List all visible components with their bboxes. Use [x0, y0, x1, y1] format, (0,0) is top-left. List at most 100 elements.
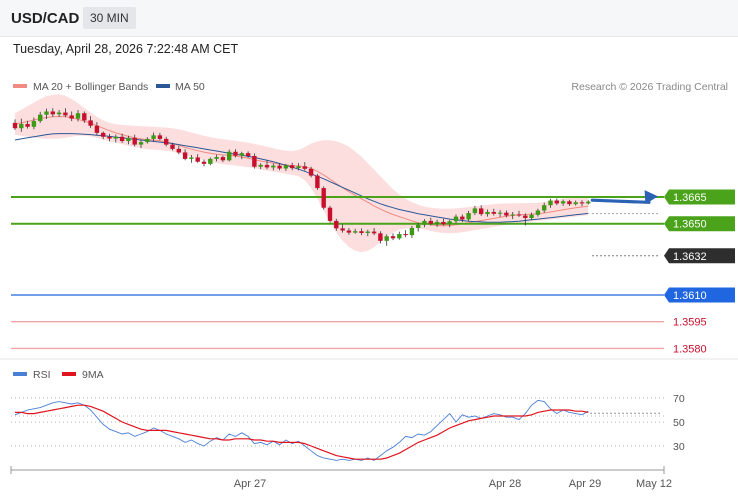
- candle-body: [586, 201, 591, 204]
- x-tick-label: May 12: [636, 478, 672, 490]
- candle-body: [302, 166, 307, 169]
- candle-body: [397, 234, 402, 239]
- ma50-legend-swatch: [156, 84, 170, 88]
- price-tag-resistance-1: 1.3650: [664, 216, 735, 232]
- candle-body: [220, 157, 226, 161]
- candle-body: [227, 151, 232, 161]
- candle-body: [441, 221, 446, 225]
- candle-body: [479, 208, 484, 215]
- symbol-title: USD/CAD: [11, 10, 80, 27]
- candle-body: [107, 136, 112, 139]
- candle-body: [416, 224, 421, 229]
- main-legend: MA 20 + Bollinger Bands MA 50 Research ©…: [13, 81, 728, 93]
- price-tag-support-4: 1.3595: [673, 317, 707, 329]
- price-tag-label: 1.3610: [673, 290, 707, 302]
- candle-body: [63, 112, 68, 116]
- candle-body: [434, 221, 440, 224]
- ma50-legend-label: MA 50: [175, 81, 205, 93]
- moving-averages: [14, 115, 589, 227]
- candle-body: [252, 156, 257, 167]
- candle-body: [353, 231, 358, 233]
- candle-body: [428, 220, 433, 224]
- rsi-grid: 70 50 30: [11, 393, 685, 453]
- candle-body: [170, 144, 175, 149]
- candle-body: [145, 138, 150, 143]
- candle-body: [447, 221, 452, 225]
- candle-body: [12, 122, 18, 129]
- candle-body: [31, 121, 37, 127]
- candle-body: [271, 165, 276, 168]
- candle-body: [497, 212, 503, 214]
- candle-body: [182, 152, 188, 159]
- research-credit: Research © 2026 Trading Central: [571, 81, 728, 93]
- datetime-label: Tuesday, April 28, 2026 7:22:48 AM CET: [13, 42, 239, 56]
- candle-body: [50, 111, 55, 115]
- chart-header: USD/CAD 30 MIN: [0, 0, 738, 37]
- price-tag-bg: [664, 216, 735, 232]
- candle-body: [56, 112, 62, 115]
- x-axis: Apr 27 Apr 28 Apr 29 May 12: [10, 466, 672, 490]
- candle-body: [472, 208, 478, 214]
- candle-body: [44, 111, 49, 115]
- timeframe-badge[interactable]: 30 MIN: [83, 7, 136, 29]
- forecast-arrow-head: [644, 190, 658, 205]
- candle-body: [365, 231, 370, 233]
- price-tags: 1.3665 1.3650 1.3632 1.3610 1.3595 1.3580: [664, 189, 735, 355]
- ma20-line: [14, 115, 589, 227]
- candle-body: [453, 216, 459, 222]
- price-tag-label: 1.3580: [673, 343, 707, 355]
- candle-body: [315, 175, 320, 189]
- price-tag-label: 1.3632: [673, 251, 707, 263]
- candle-body: [75, 113, 81, 119]
- rsi-ytick-label: 30: [673, 441, 685, 453]
- x-tick-label: Apr 27: [234, 478, 266, 490]
- candle-body: [321, 188, 326, 208]
- candle-body: [239, 153, 244, 156]
- candle-body: [201, 161, 207, 164]
- candle-body: [529, 214, 534, 219]
- candle-body: [126, 137, 131, 142]
- ma9-line: [15, 404, 589, 460]
- price-tag-label: 1.3665: [673, 192, 707, 204]
- x-tick-label: Apr 28: [489, 478, 521, 490]
- candle-body: [523, 215, 528, 219]
- candle-body: [567, 201, 572, 205]
- candle-body: [176, 148, 181, 153]
- candle-body: [340, 228, 345, 231]
- candle-body: [466, 213, 471, 220]
- candle-body: [516, 214, 522, 216]
- candle-body: [346, 230, 352, 233]
- candle-body: [378, 233, 383, 241]
- candle-body: [371, 231, 377, 234]
- rsi-ytick-label: 70: [673, 393, 685, 405]
- candle-body: [283, 165, 289, 169]
- candle-body: [535, 210, 541, 215]
- price-tag-resistance-0: 1.3665: [664, 189, 735, 205]
- candle-body: [69, 115, 74, 119]
- candle-body: [151, 135, 156, 139]
- candle-body: [409, 228, 415, 236]
- candle-body: [101, 132, 106, 137]
- candle-body: [258, 164, 263, 167]
- price-tag-pivot-3: 1.3610: [664, 287, 735, 303]
- rsi-legend: RSI 9MA: [13, 369, 104, 381]
- rsi-line: [14, 399, 589, 461]
- candle-body: [277, 165, 282, 169]
- ma20-legend-label: MA 20 + Bollinger Bands: [33, 81, 148, 93]
- candle-body: [164, 138, 169, 145]
- candle-body: [491, 211, 496, 214]
- candle-body: [157, 135, 163, 139]
- candle-body: [548, 200, 553, 206]
- candle-body: [82, 113, 87, 121]
- candle-body: [327, 207, 333, 221]
- forecast-arrow-shaft: [590, 198, 651, 204]
- price-tag-bg: [664, 248, 735, 264]
- candle-body: [138, 142, 144, 145]
- forecast-arrow: [590, 190, 658, 205]
- candle-body: [132, 137, 137, 145]
- candle-body: [25, 123, 30, 127]
- candle-body: [579, 202, 585, 204]
- candle-body: [384, 236, 389, 241]
- candle-body: [113, 136, 118, 139]
